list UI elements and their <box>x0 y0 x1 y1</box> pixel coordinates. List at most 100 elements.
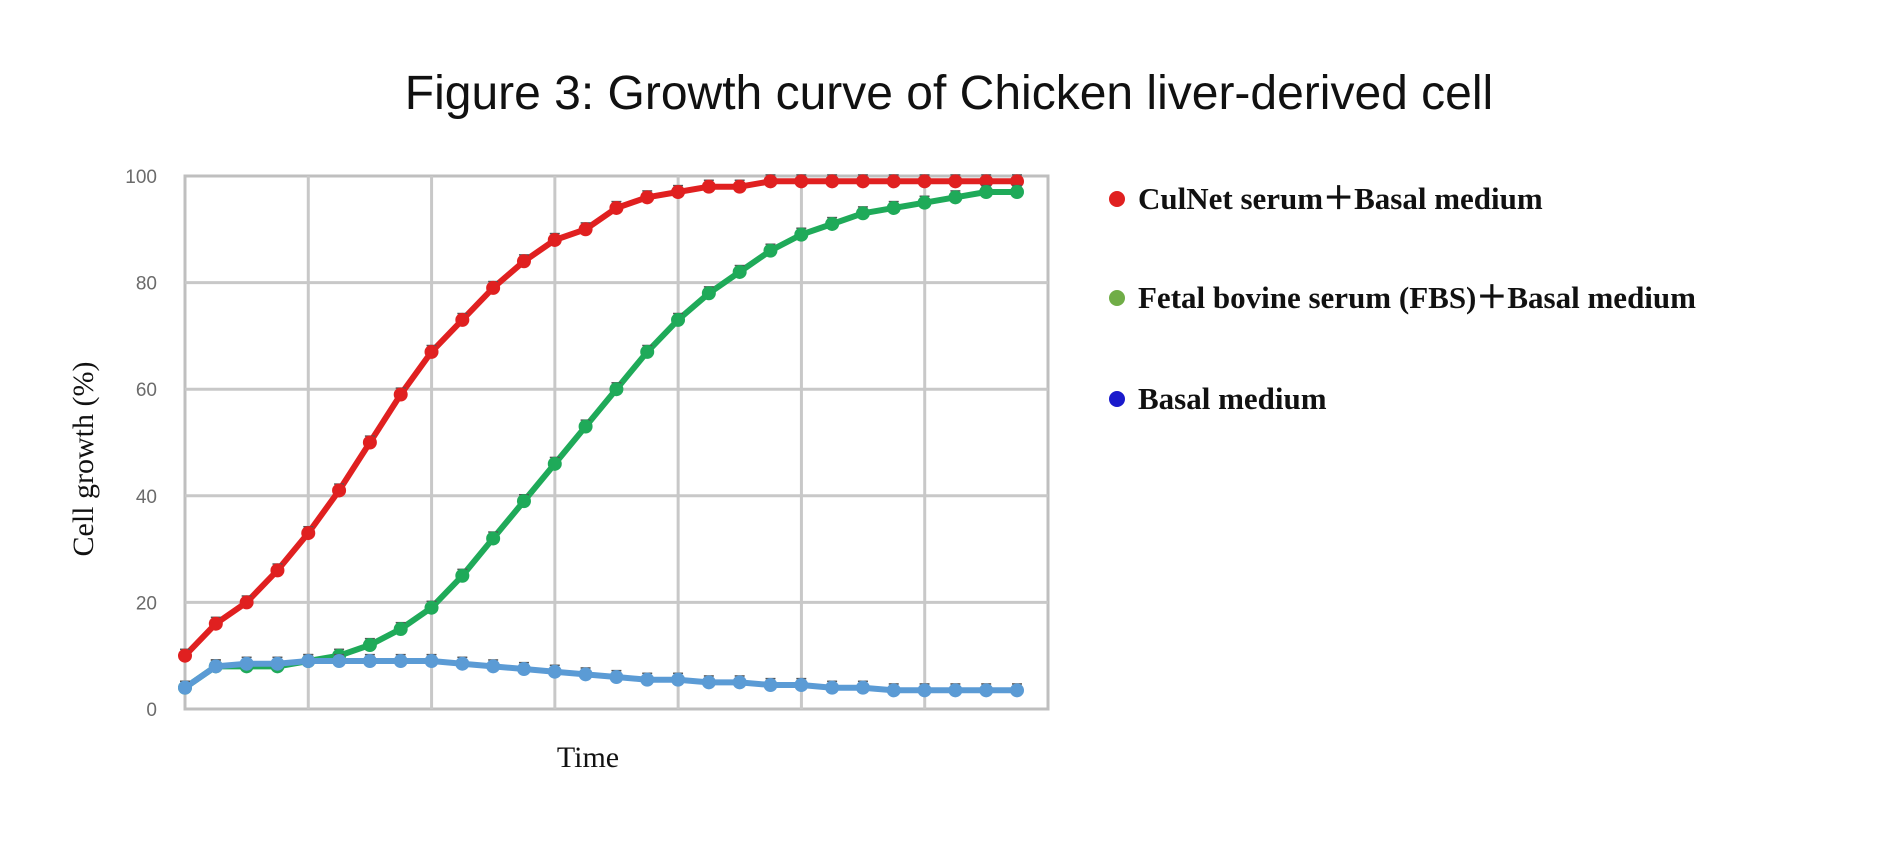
data-point <box>855 206 870 221</box>
data-point <box>701 675 716 690</box>
chart-title: Figure 3: Growth curve of Chicken liver-… <box>404 67 1494 120</box>
y-tick-label: 0 <box>146 700 157 721</box>
data-point <box>424 600 439 615</box>
data-point <box>455 568 470 583</box>
data-point <box>239 656 254 671</box>
y-axis-label: Cell growth (%) <box>67 362 100 557</box>
data-point <box>855 174 870 189</box>
data-point <box>578 667 593 682</box>
data-point <box>178 680 192 695</box>
series-line <box>183 658 1017 694</box>
series-layer <box>178 174 1024 698</box>
data-point <box>270 656 285 671</box>
data-point <box>825 680 840 695</box>
data-point <box>671 184 686 199</box>
legend: CulNet serum＋Basal medium Fetal bovine se… <box>1109 181 1696 416</box>
data-point <box>609 670 624 685</box>
data-point <box>640 190 655 205</box>
data-point <box>516 662 531 677</box>
data-point <box>732 675 747 690</box>
data-point <box>547 232 562 247</box>
data-point <box>393 622 408 637</box>
y-tick-label: 40 <box>136 487 157 508</box>
data-point <box>362 654 377 669</box>
data-point <box>763 678 778 693</box>
data-point <box>455 312 470 327</box>
y-tick-label: 100 <box>125 167 157 188</box>
data-point <box>917 683 932 698</box>
data-point <box>732 264 747 279</box>
data-point <box>486 280 501 295</box>
data-point <box>332 654 347 669</box>
y-tick-label: 80 <box>136 274 157 295</box>
y-tick-label: 60 <box>136 380 157 401</box>
data-point <box>794 678 809 693</box>
series-1 <box>178 174 1024 663</box>
data-point <box>825 216 840 231</box>
data-point <box>763 174 778 189</box>
data-point <box>917 174 932 189</box>
data-point <box>208 659 223 674</box>
data-point <box>732 179 747 194</box>
data-point <box>609 200 624 215</box>
data-point <box>393 654 408 669</box>
data-point <box>763 243 778 258</box>
data-point <box>486 531 501 546</box>
data-point <box>825 174 840 189</box>
data-point <box>671 672 686 687</box>
data-point <box>794 174 809 189</box>
data-point <box>393 387 408 402</box>
x-axis-label: Time <box>557 741 619 774</box>
y-tick-label: 20 <box>136 593 157 614</box>
legend-label: Fetal bovine serum (FBS)＋Basal medium <box>1138 280 1696 315</box>
data-point <box>886 683 901 698</box>
data-point <box>1010 683 1024 698</box>
data-point <box>917 195 932 210</box>
data-point <box>578 419 593 434</box>
data-point <box>455 656 470 671</box>
data-point <box>794 227 809 242</box>
data-point <box>671 312 686 327</box>
data-point <box>486 659 501 674</box>
data-point <box>424 344 439 359</box>
data-point <box>578 222 593 237</box>
data-point <box>239 595 254 610</box>
legend-label: CulNet serum＋Basal medium <box>1138 181 1543 216</box>
plot-border <box>183 174 1050 711</box>
data-point <box>979 184 994 199</box>
legend-label: Basal medium <box>1138 381 1327 416</box>
data-point <box>547 456 562 471</box>
data-point <box>178 648 192 663</box>
data-point <box>516 494 531 509</box>
data-point <box>301 526 316 541</box>
data-point <box>948 190 963 205</box>
data-point <box>1010 184 1024 199</box>
data-point <box>424 654 439 669</box>
data-point <box>979 174 994 189</box>
data-point <box>1010 174 1024 189</box>
data-point <box>640 344 655 359</box>
legend-marker <box>1109 191 1125 207</box>
data-point <box>979 683 994 698</box>
series-2 <box>178 184 1024 695</box>
data-point <box>547 664 562 679</box>
legend-marker <box>1109 290 1125 306</box>
data-point <box>701 286 716 301</box>
data-point <box>609 382 624 397</box>
data-point <box>855 680 870 695</box>
data-point <box>948 683 963 698</box>
legend-marker <box>1109 391 1125 407</box>
data-point <box>948 174 963 189</box>
data-point <box>886 200 901 215</box>
data-point <box>516 254 531 269</box>
data-point <box>208 616 223 631</box>
data-point <box>332 483 347 498</box>
series-3 <box>178 653 1024 698</box>
data-point <box>301 654 316 669</box>
grid <box>183 174 1050 711</box>
series-line <box>183 189 1017 691</box>
data-point <box>886 174 901 189</box>
data-point <box>270 563 285 578</box>
data-point <box>640 672 655 687</box>
